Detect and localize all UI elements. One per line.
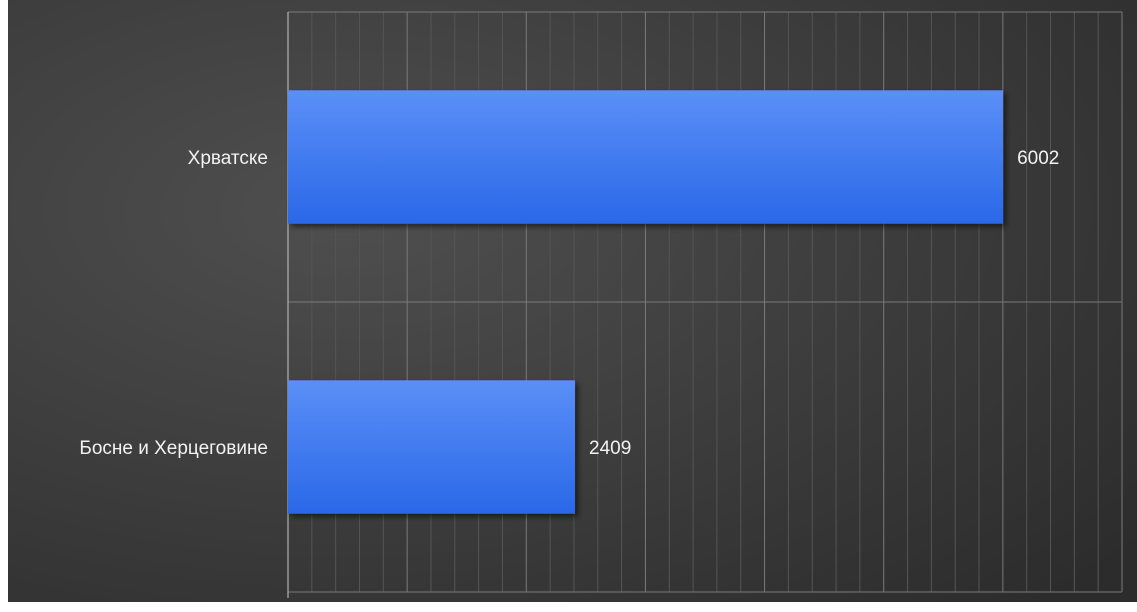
bar (288, 380, 576, 514)
data-label: 2409 (589, 438, 631, 459)
category-label: Хрватске (188, 148, 268, 169)
data-label: 6002 (1017, 148, 1059, 169)
bar-layer (288, 90, 1004, 514)
label-layer: Хрватске 6002 Босне и Херцеговине 2409 (79, 148, 1059, 459)
bar (288, 90, 1004, 224)
category-label: Босне и Херцеговине (79, 438, 268, 459)
